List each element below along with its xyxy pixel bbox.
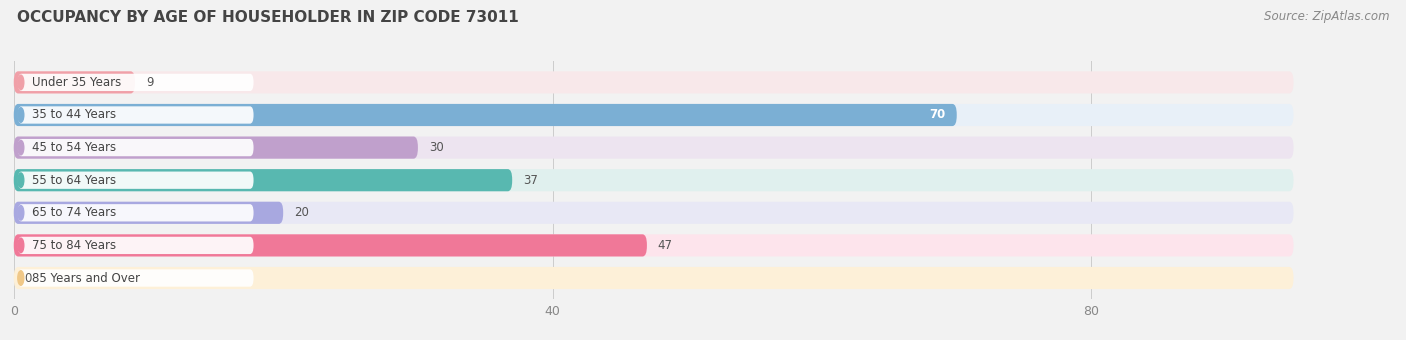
Circle shape (18, 238, 24, 253)
Text: 30: 30 (429, 141, 443, 154)
Text: 70: 70 (929, 108, 946, 121)
Text: 55 to 64 Years: 55 to 64 Years (32, 174, 117, 187)
Circle shape (18, 271, 24, 285)
FancyBboxPatch shape (18, 139, 253, 156)
FancyBboxPatch shape (18, 106, 253, 124)
FancyBboxPatch shape (14, 104, 1294, 126)
FancyBboxPatch shape (14, 234, 1294, 256)
FancyBboxPatch shape (18, 172, 253, 189)
Circle shape (18, 75, 24, 90)
Circle shape (18, 140, 24, 155)
Text: 37: 37 (523, 174, 538, 187)
Text: Source: ZipAtlas.com: Source: ZipAtlas.com (1264, 10, 1389, 23)
FancyBboxPatch shape (14, 137, 418, 159)
FancyBboxPatch shape (14, 169, 512, 191)
Text: 47: 47 (658, 239, 672, 252)
FancyBboxPatch shape (14, 169, 1294, 191)
Text: 45 to 54 Years: 45 to 54 Years (32, 141, 117, 154)
Circle shape (18, 108, 24, 122)
Text: 20: 20 (294, 206, 309, 219)
Text: OCCUPANCY BY AGE OF HOUSEHOLDER IN ZIP CODE 73011: OCCUPANCY BY AGE OF HOUSEHOLDER IN ZIP C… (17, 10, 519, 25)
Circle shape (18, 206, 24, 220)
FancyBboxPatch shape (14, 202, 283, 224)
FancyBboxPatch shape (14, 202, 1294, 224)
FancyBboxPatch shape (14, 234, 647, 256)
Text: 65 to 74 Years: 65 to 74 Years (32, 206, 117, 219)
FancyBboxPatch shape (18, 269, 253, 287)
FancyBboxPatch shape (14, 71, 1294, 94)
FancyBboxPatch shape (14, 71, 135, 94)
FancyBboxPatch shape (14, 104, 956, 126)
Text: 9: 9 (146, 76, 153, 89)
Text: 85 Years and Over: 85 Years and Over (32, 272, 139, 285)
FancyBboxPatch shape (14, 137, 1294, 159)
Text: Under 35 Years: Under 35 Years (32, 76, 121, 89)
Circle shape (18, 173, 24, 187)
Text: 35 to 44 Years: 35 to 44 Years (32, 108, 117, 121)
Text: 75 to 84 Years: 75 to 84 Years (32, 239, 117, 252)
FancyBboxPatch shape (18, 74, 253, 91)
FancyBboxPatch shape (18, 204, 253, 221)
FancyBboxPatch shape (14, 267, 1294, 289)
FancyBboxPatch shape (18, 237, 253, 254)
Text: 0: 0 (24, 272, 32, 285)
